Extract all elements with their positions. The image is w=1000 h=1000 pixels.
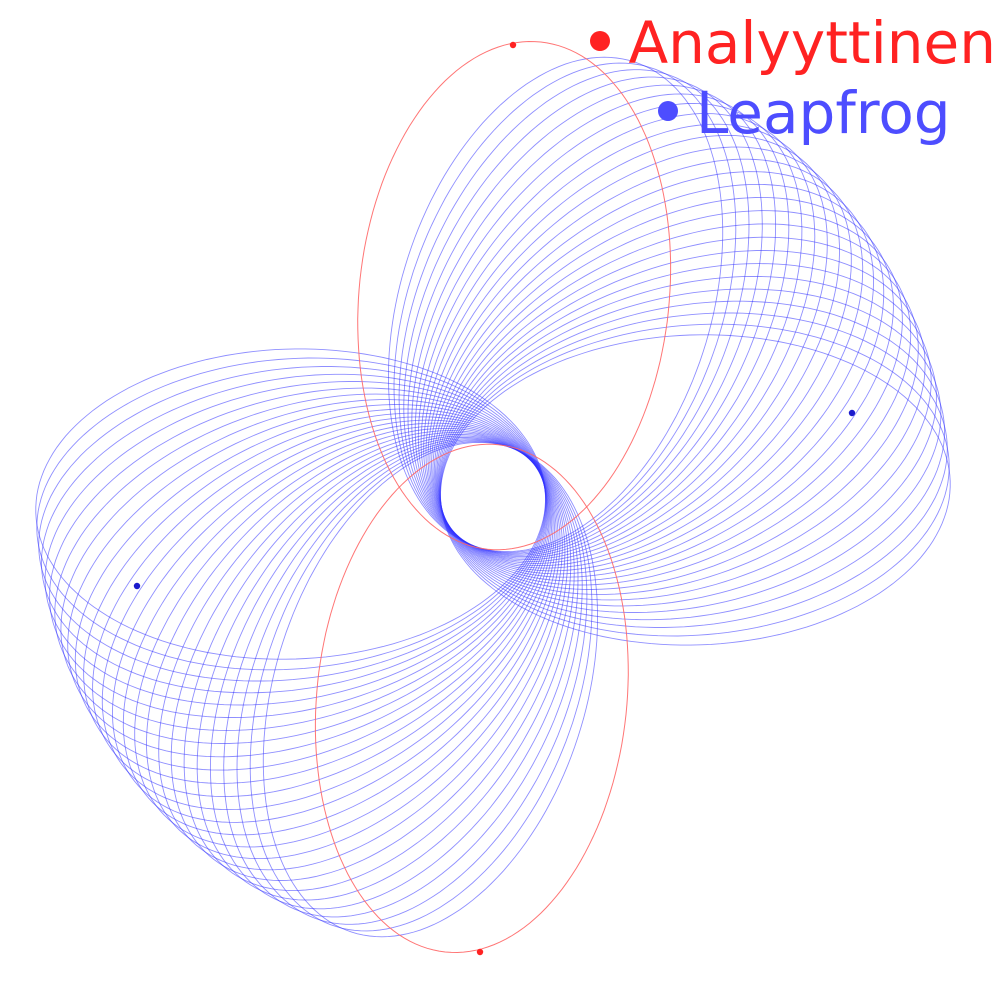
analytic-orbit [314, 40, 672, 954]
leapfrog-orbit-path [433, 210, 903, 582]
legend-item-leapfrog: Leapfrog [658, 84, 951, 142]
orbit-markers [133, 41, 856, 956]
leapfrog-orbit-path [35, 348, 546, 660]
analytic-body-marker [476, 948, 484, 956]
analytic-bullet-icon [590, 30, 611, 51]
leapfrog-orbit-path [83, 412, 553, 784]
leapfrog-body-marker [133, 582, 141, 590]
leapfrog-orbit-path [429, 171, 874, 572]
leapfrog-bullet-icon [658, 100, 678, 121]
leapfrog-orbit-path [112, 422, 557, 823]
leapfrog-orbit-path [435, 223, 912, 586]
analytic-body-marker [509, 41, 517, 49]
legend-label-analytic: Analyyttinen [628, 9, 996, 77]
leapfrog-body-marker [848, 409, 856, 417]
analytic-orbit-path [314, 443, 629, 954]
leapfrog-orbits [35, 56, 951, 938]
legend-label-leapfrog: Leapfrog [696, 79, 951, 147]
analytic-orbit-path [357, 40, 672, 551]
legend-item-analytic: Analyyttinen [590, 14, 996, 72]
leapfrog-orbit-path [74, 408, 551, 771]
leapfrog-orbit-path [440, 334, 951, 646]
